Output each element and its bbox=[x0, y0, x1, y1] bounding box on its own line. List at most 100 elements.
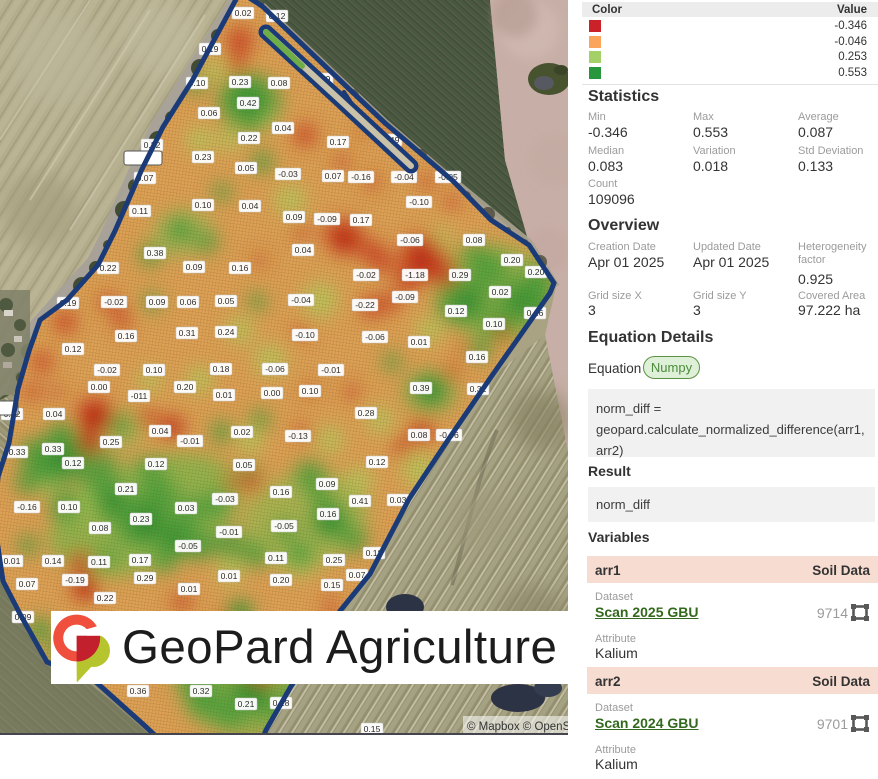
svg-text:-0.01: -0.01 bbox=[219, 527, 239, 537]
svg-text:0.23: 0.23 bbox=[232, 77, 249, 87]
svg-text:0.09: 0.09 bbox=[319, 479, 336, 489]
svg-text:0.11: 0.11 bbox=[91, 557, 107, 567]
svg-text:0.23: 0.23 bbox=[195, 152, 212, 162]
svg-text:0.17: 0.17 bbox=[330, 137, 347, 147]
svg-text:0.31: 0.31 bbox=[179, 328, 196, 338]
svg-text:-0.19: -0.19 bbox=[65, 575, 85, 585]
svg-text:GeoPard Agriculture: GeoPard Agriculture bbox=[122, 621, 557, 674]
svg-text:0.05: 0.05 bbox=[236, 460, 253, 470]
svg-text:0.04: 0.04 bbox=[295, 245, 312, 255]
svg-text:0.04: 0.04 bbox=[275, 123, 292, 133]
svg-text:0.18: 0.18 bbox=[366, 548, 383, 558]
svg-text:0.03: 0.03 bbox=[390, 495, 407, 505]
svg-text:0.16: 0.16 bbox=[320, 509, 337, 519]
svg-text:0.00: 0.00 bbox=[91, 382, 108, 392]
svg-text:0.12: 0.12 bbox=[369, 457, 386, 467]
svg-text:0.10: 0.10 bbox=[189, 78, 206, 88]
svg-text:-0.22: -0.22 bbox=[355, 300, 375, 310]
svg-text:-0.02: -0.02 bbox=[97, 365, 117, 375]
svg-text:0.10: 0.10 bbox=[302, 386, 319, 396]
svg-text:0.16: 0.16 bbox=[469, 352, 486, 362]
svg-text:0.07: 0.07 bbox=[19, 579, 36, 589]
svg-text:0.28: 0.28 bbox=[358, 408, 375, 418]
svg-text:0.08: 0.08 bbox=[411, 430, 428, 440]
svg-text:-0.04: -0.04 bbox=[394, 172, 414, 182]
svg-text:0.03: 0.03 bbox=[178, 503, 195, 513]
svg-text:-0.02: -0.02 bbox=[356, 270, 376, 280]
svg-text:0.20: 0.20 bbox=[528, 267, 545, 277]
svg-text:0.06: 0.06 bbox=[180, 297, 197, 307]
svg-text:0.02: 0.02 bbox=[235, 8, 252, 18]
svg-text:-0.16: -0.16 bbox=[17, 502, 37, 512]
svg-text:0.39: 0.39 bbox=[413, 383, 430, 393]
svg-text:0.02: 0.02 bbox=[234, 427, 251, 437]
svg-text:0.11: 0.11 bbox=[132, 206, 148, 216]
svg-text:0.07: 0.07 bbox=[349, 570, 366, 580]
svg-text:0.14: 0.14 bbox=[45, 556, 62, 566]
svg-text:0.00: 0.00 bbox=[264, 388, 281, 398]
svg-text:0.15: 0.15 bbox=[364, 724, 381, 734]
svg-text:0.33: 0.33 bbox=[45, 444, 62, 454]
svg-text:0.12: 0.12 bbox=[148, 459, 165, 469]
svg-text:0.20: 0.20 bbox=[504, 255, 521, 265]
svg-text:0.23: 0.23 bbox=[133, 514, 150, 524]
svg-text:0.01: 0.01 bbox=[411, 337, 428, 347]
svg-text:0.05: 0.05 bbox=[238, 163, 255, 173]
svg-text:0.04: 0.04 bbox=[242, 201, 259, 211]
svg-text:-0.10: -0.10 bbox=[409, 197, 429, 207]
svg-text:0.20: 0.20 bbox=[177, 382, 194, 392]
svg-text:0.25: 0.25 bbox=[326, 555, 343, 565]
svg-text:0.12: 0.12 bbox=[65, 344, 82, 354]
svg-text:0.17: 0.17 bbox=[132, 555, 149, 565]
svg-text:0.22: 0.22 bbox=[97, 593, 114, 603]
svg-text:0.16: 0.16 bbox=[118, 331, 135, 341]
svg-text:-0.06: -0.06 bbox=[365, 332, 385, 342]
svg-text:0.29: 0.29 bbox=[137, 573, 154, 583]
svg-text:-011: -011 bbox=[131, 391, 148, 401]
svg-text:0.07: 0.07 bbox=[325, 171, 342, 181]
svg-text:0.04: 0.04 bbox=[152, 426, 169, 436]
svg-text:0.10: 0.10 bbox=[486, 319, 503, 329]
svg-text:0.01: 0.01 bbox=[4, 556, 21, 566]
svg-text:-0.01: -0.01 bbox=[321, 365, 341, 375]
svg-text:-0.04: -0.04 bbox=[291, 295, 311, 305]
svg-text:0.08: 0.08 bbox=[271, 78, 288, 88]
svg-text:0.16: 0.16 bbox=[232, 263, 249, 273]
svg-text:0.41: 0.41 bbox=[352, 496, 369, 506]
svg-text:-0.05: -0.05 bbox=[274, 521, 294, 531]
svg-text:0.05: 0.05 bbox=[218, 296, 235, 306]
svg-text:-0.10: -0.10 bbox=[295, 330, 315, 340]
svg-text:0.32: 0.32 bbox=[470, 384, 487, 394]
svg-text:0.10: 0.10 bbox=[61, 502, 78, 512]
svg-text:0.33: 0.33 bbox=[9, 447, 26, 457]
svg-text:© Mapbox © OpenS: © Mapbox © OpenS bbox=[467, 721, 568, 733]
svg-text:0.01: 0.01 bbox=[221, 571, 238, 581]
svg-text:0.24: 0.24 bbox=[218, 327, 235, 337]
svg-text:0.21: 0.21 bbox=[118, 484, 135, 494]
svg-text:0.21: 0.21 bbox=[238, 699, 255, 709]
svg-text:-0.02: -0.02 bbox=[104, 297, 124, 307]
svg-text:0.25: 0.25 bbox=[103, 437, 120, 447]
svg-text:0.36: 0.36 bbox=[130, 686, 147, 696]
svg-text:0.12: 0.12 bbox=[65, 458, 82, 468]
svg-text:-0.06: -0.06 bbox=[265, 364, 285, 374]
svg-text:0.20: 0.20 bbox=[273, 575, 290, 585]
svg-text:0.08: 0.08 bbox=[466, 235, 483, 245]
svg-text:0.08: 0.08 bbox=[92, 523, 109, 533]
svg-text:0.16: 0.16 bbox=[273, 487, 290, 497]
svg-text:0.17: 0.17 bbox=[353, 215, 370, 225]
svg-text:0.10: 0.10 bbox=[146, 365, 163, 375]
svg-text:0.11: 0.11 bbox=[268, 553, 284, 563]
svg-text:-0.03: -0.03 bbox=[278, 169, 298, 179]
svg-text:0.22: 0.22 bbox=[100, 263, 117, 273]
svg-text:-0.03: -0.03 bbox=[215, 494, 235, 504]
svg-text:0.19: 0.19 bbox=[60, 298, 77, 308]
svg-text:0.42: 0.42 bbox=[240, 98, 257, 108]
svg-text:-0.13: -0.13 bbox=[288, 431, 308, 441]
svg-text:0.32: 0.32 bbox=[193, 686, 210, 696]
svg-text:0.18: 0.18 bbox=[213, 364, 230, 374]
svg-text:-0.16: -0.16 bbox=[351, 172, 371, 182]
svg-text:0.10: 0.10 bbox=[195, 200, 212, 210]
svg-text:-1.18: -1.18 bbox=[405, 270, 425, 280]
svg-text:0.01: 0.01 bbox=[216, 390, 233, 400]
